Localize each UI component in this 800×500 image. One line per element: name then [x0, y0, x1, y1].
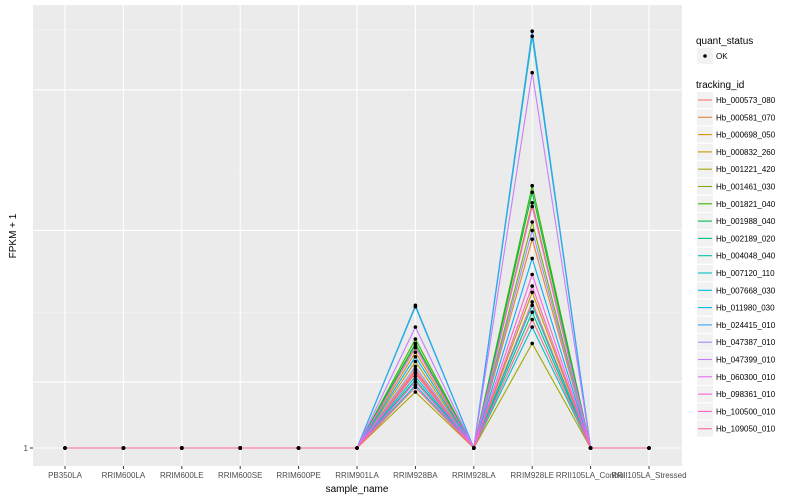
data-point	[472, 446, 476, 450]
data-point	[530, 290, 534, 295]
legend-label: Hb_098361_010	[716, 390, 776, 399]
legend-label: Hb_000698_050	[716, 131, 776, 140]
legend-ok-point	[703, 54, 707, 58]
data-point	[355, 446, 359, 450]
legend-label: Hb_001221_420	[716, 165, 776, 174]
data-point	[530, 341, 534, 346]
legend-title-quant-status: quant_status	[696, 36, 753, 47]
legend-label: Hb_047387_010	[716, 338, 776, 347]
x-tick-label: RRII105LA_Stressed	[611, 471, 686, 480]
data-point	[530, 303, 534, 308]
x-tick-label: RRIM901LA	[335, 471, 379, 480]
data-point	[413, 390, 418, 394]
legend: quant_status OK tracking_id Hb_000573_08…	[696, 36, 776, 437]
grid-lines	[33, 5, 682, 466]
legend-label: Hb_000832_260	[716, 148, 776, 157]
data-point	[530, 272, 534, 277]
x-tick-label: RRIM928LA	[452, 471, 496, 480]
data-point	[530, 34, 534, 39]
data-point	[180, 446, 184, 450]
data-point	[530, 190, 534, 195]
data-point	[413, 359, 418, 364]
legend-label: Hb_060300_010	[716, 373, 776, 382]
legend-label: Hb_007120_110	[716, 269, 775, 278]
data-points	[63, 29, 651, 450]
data-point	[530, 256, 534, 261]
data-point	[530, 70, 534, 75]
data-point	[413, 355, 418, 359]
x-tick-label: RRIM600LA	[102, 471, 146, 480]
data-point	[121, 446, 126, 450]
legend-label: Hb_109050_010	[716, 425, 776, 434]
data-point	[413, 369, 418, 374]
legend-label: Hb_047399_010	[716, 356, 776, 365]
data-point	[530, 237, 534, 241]
data-point	[238, 446, 242, 450]
x-tick-label: RRIM600LE	[160, 471, 204, 480]
data-point	[413, 364, 418, 369]
legend-title-tracking-id: tracking_id	[696, 80, 744, 91]
data-point	[530, 204, 534, 209]
x-tick-label: RRIM600SE	[218, 471, 262, 480]
y-axis: 1	[24, 444, 33, 453]
data-point	[530, 284, 534, 288]
data-point	[63, 446, 67, 450]
x-tick-label: RRIM928BA	[393, 471, 438, 480]
data-point	[588, 446, 593, 450]
data-point	[413, 337, 418, 341]
x-tick-label: RRIM600PE	[276, 471, 320, 480]
legend-label: Hb_024415_010	[716, 321, 776, 330]
data-point	[413, 341, 418, 346]
data-point	[530, 317, 534, 322]
x-axis-title: sample_name	[326, 484, 389, 495]
x-tick-label: RRII105LA_Control	[556, 471, 626, 480]
data-point	[413, 385, 418, 390]
legend-label: Hb_001988_040	[716, 217, 776, 226]
data-point	[413, 350, 418, 355]
legend-label: Hb_007668_030	[716, 286, 776, 295]
legend-label: Hb_000581_070	[716, 113, 776, 122]
legend-label: Hb_011980_030	[716, 304, 775, 313]
data-point	[530, 220, 534, 224]
data-point	[413, 380, 418, 384]
data-point	[413, 345, 418, 350]
data-point	[530, 201, 534, 205]
data-point	[413, 304, 418, 309]
legend-label: Hb_004048_040	[716, 252, 776, 261]
legend-label: Hb_000573_080	[716, 96, 776, 105]
data-point	[413, 325, 418, 329]
data-point	[413, 374, 418, 379]
data-point	[530, 228, 534, 233]
data-point	[530, 29, 534, 33]
legend-label: Hb_001821_040	[716, 200, 776, 209]
y-tick-label: 1	[24, 444, 29, 453]
data-point	[530, 310, 534, 315]
x-tick-label: PB350LA	[48, 471, 82, 480]
legend-label: Hb_100500_010	[716, 407, 776, 416]
legend-items: Hb_000573_080 Hb_000581_070 Hb_000698_050 H…	[697, 92, 776, 437]
data-point	[530, 300, 534, 304]
y-axis-title: FPKM + 1	[8, 213, 19, 258]
data-point	[530, 183, 534, 188]
x-axis: PB350LA RRIM600LA RRIM600LE RRIM600SE RRIM60…	[48, 466, 687, 480]
legend-label: Hb_001461_030	[716, 183, 776, 192]
data-point	[296, 446, 301, 450]
data-point	[530, 325, 534, 329]
legend-label-ok: OK	[716, 52, 728, 61]
x-tick-label: RRIM928LE	[510, 471, 554, 480]
legend-label: Hb_002189_020	[716, 234, 776, 243]
data-point	[647, 446, 651, 450]
